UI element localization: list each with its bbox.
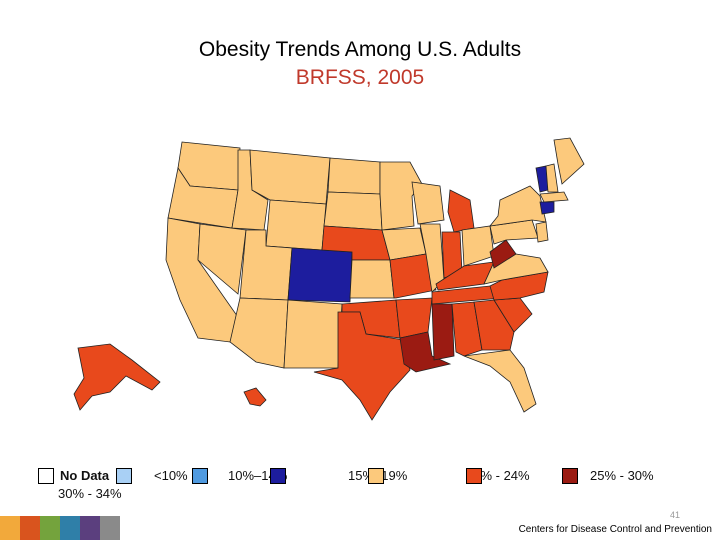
page-number: 41 bbox=[669, 510, 680, 520]
state-wyoming bbox=[265, 199, 327, 251]
state-alabama bbox=[451, 301, 483, 357]
legend-swatch-10-14 bbox=[270, 468, 286, 484]
map-title: Obesity Trends Among U.S. Adults bbox=[198, 38, 522, 61]
legend-swatch-25-30 bbox=[562, 468, 578, 484]
state-florida bbox=[463, 349, 537, 413]
state-ohio bbox=[461, 225, 495, 267]
state-minnesota bbox=[379, 161, 423, 231]
state-texas bbox=[313, 311, 411, 421]
legend-label-30-34: 30% - 34% bbox=[58, 486, 122, 501]
legend-label-25-30: 25% - 30% bbox=[590, 468, 654, 483]
state-michigan bbox=[447, 189, 475, 233]
state-montana bbox=[249, 149, 331, 205]
state-mississippi bbox=[431, 303, 455, 361]
state-new-hampshire bbox=[545, 163, 559, 193]
legend-swatch-15-19 bbox=[368, 468, 384, 484]
state-south-dakota bbox=[323, 191, 383, 231]
state-connecticut bbox=[539, 201, 555, 215]
legend-swatch-no-data bbox=[38, 468, 54, 484]
state-north-dakota bbox=[327, 157, 381, 195]
legend-swatch-20-24 bbox=[466, 468, 482, 484]
state-maine bbox=[553, 137, 585, 185]
legend-label-lt10: <10% bbox=[154, 468, 188, 483]
state-nevada bbox=[197, 223, 247, 295]
brand-stripe bbox=[0, 516, 120, 540]
state-new-york bbox=[489, 185, 547, 227]
state-colorado bbox=[287, 247, 353, 303]
state-hawaii bbox=[243, 387, 267, 407]
legend: No Data <10% 10%–14% 15%–19% 20% - 24% 2… bbox=[38, 466, 678, 506]
footer-credit: Centers for Disease Control and Preventi… bbox=[518, 524, 712, 535]
state-missouri bbox=[389, 253, 437, 299]
map-subtitle: BRFSS, 2005 bbox=[295, 66, 425, 89]
legend-label-no-data: No Data bbox=[60, 468, 110, 483]
state-alaska bbox=[73, 343, 161, 411]
legend-swatch-lt10 bbox=[116, 468, 132, 484]
state-west-virginia bbox=[489, 239, 517, 269]
state-louisiana bbox=[399, 331, 452, 373]
state-massachusetts bbox=[539, 191, 569, 203]
state-new-mexico bbox=[283, 299, 343, 369]
state-new-jersey bbox=[535, 221, 549, 243]
state-arizona bbox=[229, 297, 289, 369]
legend-swatch-extra bbox=[192, 468, 208, 484]
us-obesity-map bbox=[73, 137, 585, 421]
state-wisconsin bbox=[411, 181, 445, 225]
state-georgia bbox=[473, 299, 515, 351]
state-kansas bbox=[349, 259, 395, 299]
